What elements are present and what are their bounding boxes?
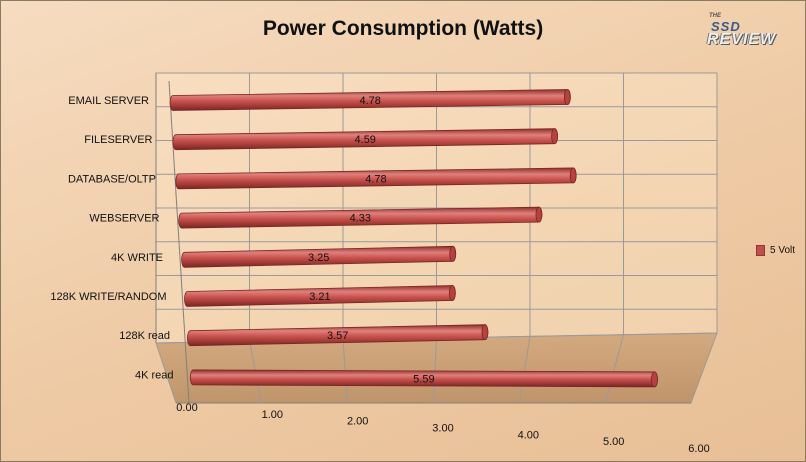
- bar-cap: [535, 206, 543, 223]
- data-label: 4.78: [359, 95, 380, 107]
- legend-swatch: [756, 245, 765, 256]
- data-label: 3.57: [327, 330, 348, 342]
- x-tick-label: 4.00: [518, 429, 539, 441]
- logo-text-mid: SSD: [711, 19, 741, 34]
- bar-cap: [563, 89, 571, 105]
- bar: [172, 128, 558, 151]
- data-label: 5.59: [413, 373, 434, 385]
- x-tick-label: 3.00: [432, 423, 453, 435]
- data-label: 4.78: [365, 173, 386, 185]
- bar-cap: [551, 128, 558, 145]
- bar-cap: [449, 245, 457, 262]
- x-tick-label: 2.00: [347, 416, 368, 428]
- x-tick-label: 6.00: [688, 443, 709, 455]
- gridline-floor: [155, 342, 177, 404]
- gridline-floor: [690, 332, 718, 404]
- category-label: FILESERVER: [84, 134, 152, 146]
- category-label: 4K read: [135, 369, 174, 381]
- legend-label: 5 Volt: [770, 245, 796, 256]
- legend: 5 Volt: [756, 245, 795, 256]
- gridline-floor: [604, 334, 624, 404]
- data-label: 4.59: [355, 134, 376, 146]
- bar: [181, 245, 457, 268]
- bar: [189, 369, 658, 388]
- bar: [178, 206, 543, 229]
- category-label: WEBSERVER: [89, 213, 159, 225]
- gridline-floor: [433, 337, 437, 404]
- category-label: EMAIL SERVER: [68, 95, 149, 107]
- gridline-floor: [518, 336, 531, 404]
- bar-cap: [481, 324, 489, 341]
- site-logo: THE SSD REVIEW: [705, 13, 775, 49]
- axis-left: [168, 80, 190, 404]
- bar: [187, 324, 489, 347]
- bar: [175, 167, 577, 190]
- category-label: 128K read: [119, 330, 170, 342]
- data-label: 3.25: [308, 252, 329, 264]
- data-label: 3.21: [309, 291, 330, 303]
- chart-title: Power Consumption (Watts): [262, 17, 544, 40]
- x-tick-label: 5.00: [603, 436, 624, 448]
- bar: [169, 89, 571, 111]
- logo-text-bottom: REVIEW: [707, 31, 777, 48]
- bar-cap: [569, 167, 577, 184]
- bar-cap: [651, 371, 658, 388]
- data-label: 4.33: [350, 213, 371, 225]
- bar-cap: [448, 285, 456, 301]
- x-tick-label: 1.00: [262, 409, 283, 421]
- bar: [184, 285, 456, 307]
- category-label: 4K WRITE: [111, 252, 163, 264]
- category-label: DATABASE/OLTP: [68, 173, 156, 185]
- x-tick-label: 0.00: [176, 402, 197, 414]
- category-label: 128K WRITE/RANDOM: [50, 291, 166, 303]
- logo-text-top: THE: [709, 13, 721, 19]
